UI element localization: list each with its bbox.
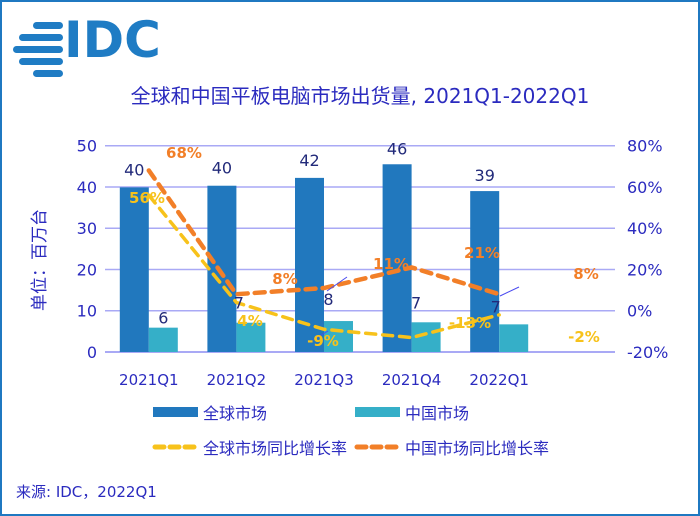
global-growth-label: 4% bbox=[237, 312, 262, 330]
china-growth-label: 8% bbox=[573, 265, 598, 283]
legend-swatch bbox=[355, 407, 400, 417]
globe-stripe bbox=[33, 22, 63, 29]
legend-swatch bbox=[153, 407, 198, 417]
china-growth-label: 11% bbox=[373, 255, 409, 273]
china-growth-label: 8% bbox=[272, 270, 297, 288]
global-growth-label: 56% bbox=[129, 189, 165, 207]
global-bar-label: 46 bbox=[387, 139, 407, 158]
x-tick-label: 2022Q1 bbox=[469, 371, 529, 389]
globe-stripe bbox=[19, 34, 63, 41]
china-bar-label: 6 bbox=[158, 309, 168, 328]
global-bar-label: 40 bbox=[124, 160, 144, 179]
global-bar bbox=[382, 164, 412, 352]
x-tick-label: 2021Q3 bbox=[294, 371, 354, 389]
global-bar-label: 40 bbox=[212, 159, 232, 178]
china-bar-label: 7 bbox=[411, 293, 421, 312]
y2-tick-label: 20% bbox=[627, 260, 663, 279]
legend-label: 全球市场同比增长率 bbox=[203, 439, 347, 458]
global-growth-label: -13% bbox=[449, 314, 491, 332]
y-tick-label: 30 bbox=[77, 219, 97, 238]
y2-tick-label: 0% bbox=[627, 302, 652, 321]
china-bar-label: 7 bbox=[491, 297, 501, 316]
global-bar bbox=[470, 191, 500, 352]
globe-icon bbox=[13, 22, 63, 77]
global-bar bbox=[119, 187, 149, 352]
china-growth-label: 68% bbox=[166, 144, 202, 162]
china-bar bbox=[324, 321, 353, 352]
x-tick-label: 2021Q2 bbox=[207, 371, 267, 389]
globe-stripe bbox=[13, 46, 63, 53]
y2-tick-label: -20% bbox=[627, 343, 668, 362]
y2-tick-label: 80% bbox=[627, 137, 663, 156]
y-tick-label: 10 bbox=[77, 302, 97, 321]
x-tick-label: 2021Q1 bbox=[119, 371, 179, 389]
leader-line bbox=[312, 330, 329, 341]
source-note: 来源: IDC，2022Q1 bbox=[16, 483, 157, 501]
x-tick-label: 2021Q4 bbox=[382, 371, 442, 389]
y-tick-label: 20 bbox=[77, 260, 97, 279]
logo-text: IDC bbox=[64, 11, 161, 69]
globe-stripe bbox=[19, 58, 63, 65]
global-bar bbox=[207, 185, 237, 352]
y2-tick-label: 60% bbox=[627, 178, 663, 197]
china-bar bbox=[236, 322, 266, 352]
global-bar-label: 39 bbox=[475, 166, 495, 185]
china-bar-label: 7 bbox=[234, 294, 244, 313]
global-growth-line bbox=[147, 193, 501, 340]
leader-line bbox=[499, 286, 520, 297]
global-growth-label: -9% bbox=[307, 332, 339, 350]
y-tick-label: 40 bbox=[77, 178, 97, 197]
legend-label: 中国市场 bbox=[405, 404, 469, 423]
china-bar bbox=[148, 327, 178, 352]
china-growth-label: 21% bbox=[464, 244, 500, 262]
y-tick-label: 50 bbox=[77, 137, 97, 156]
chart-title: 全球和中国平板电脑市场出货量, 2021Q1-2022Q1 bbox=[131, 84, 590, 108]
idc-logo: IDC bbox=[13, 11, 161, 77]
legend-label: 中国市场同比增长率 bbox=[405, 439, 549, 458]
china-bar bbox=[499, 324, 529, 352]
y2-tick-label: 40% bbox=[627, 219, 663, 238]
y-tick-label: 0 bbox=[87, 343, 97, 362]
global-growth-label: -2% bbox=[568, 328, 600, 346]
china-growth-line bbox=[146, 168, 502, 297]
legend-label: 全球市场 bbox=[203, 404, 267, 423]
globe-stripe bbox=[33, 70, 63, 77]
y-axis-label: 单位：百万台 bbox=[30, 209, 50, 311]
global-bar-label: 42 bbox=[299, 151, 319, 170]
leader-line bbox=[326, 276, 348, 292]
china-bar-label: 8 bbox=[323, 290, 333, 309]
